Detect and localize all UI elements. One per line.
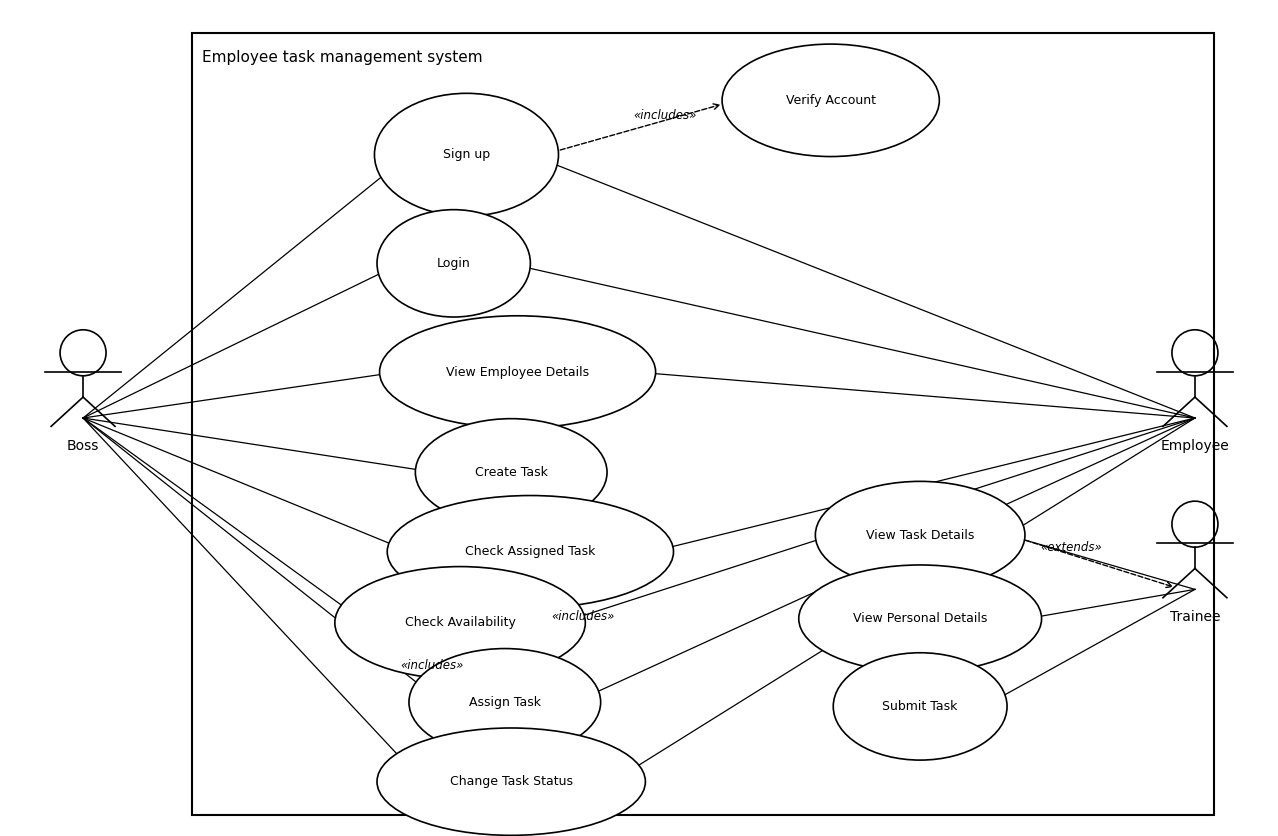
Text: Create Task: Create Task — [474, 466, 548, 479]
Text: Sign up: Sign up — [443, 148, 489, 161]
Text: «includes»: «includes» — [551, 610, 615, 624]
Ellipse shape — [833, 653, 1007, 760]
Text: Boss: Boss — [66, 439, 100, 453]
Text: «includes»: «includes» — [633, 109, 697, 122]
Text: View Personal Details: View Personal Details — [852, 612, 988, 625]
Text: Employee task management system: Employee task management system — [202, 50, 483, 65]
Text: «includes»: «includes» — [400, 659, 464, 672]
Text: Trainee: Trainee — [1169, 610, 1220, 624]
Text: View Employee Details: View Employee Details — [446, 365, 589, 379]
Text: Change Task Status: Change Task Status — [450, 775, 573, 788]
Text: Assign Task: Assign Task — [469, 696, 541, 709]
Ellipse shape — [387, 496, 674, 608]
Text: Check Assigned Task: Check Assigned Task — [465, 545, 596, 558]
Ellipse shape — [409, 649, 601, 756]
Ellipse shape — [722, 44, 939, 156]
Ellipse shape — [799, 565, 1042, 672]
Ellipse shape — [815, 482, 1025, 589]
Text: Employee: Employee — [1160, 439, 1229, 453]
Text: Check Availability: Check Availability — [405, 616, 515, 630]
Ellipse shape — [335, 567, 585, 679]
Text: Submit Task: Submit Task — [883, 700, 957, 713]
Bar — [192, 33, 1214, 815]
Ellipse shape — [415, 419, 607, 526]
Text: «extends»: «extends» — [1040, 541, 1102, 554]
Ellipse shape — [377, 210, 530, 317]
Ellipse shape — [374, 94, 558, 216]
Ellipse shape — [380, 316, 656, 428]
Ellipse shape — [377, 728, 645, 835]
Text: Verify Account: Verify Account — [786, 94, 875, 107]
Text: Login: Login — [437, 257, 470, 270]
Text: View Task Details: View Task Details — [866, 528, 974, 542]
